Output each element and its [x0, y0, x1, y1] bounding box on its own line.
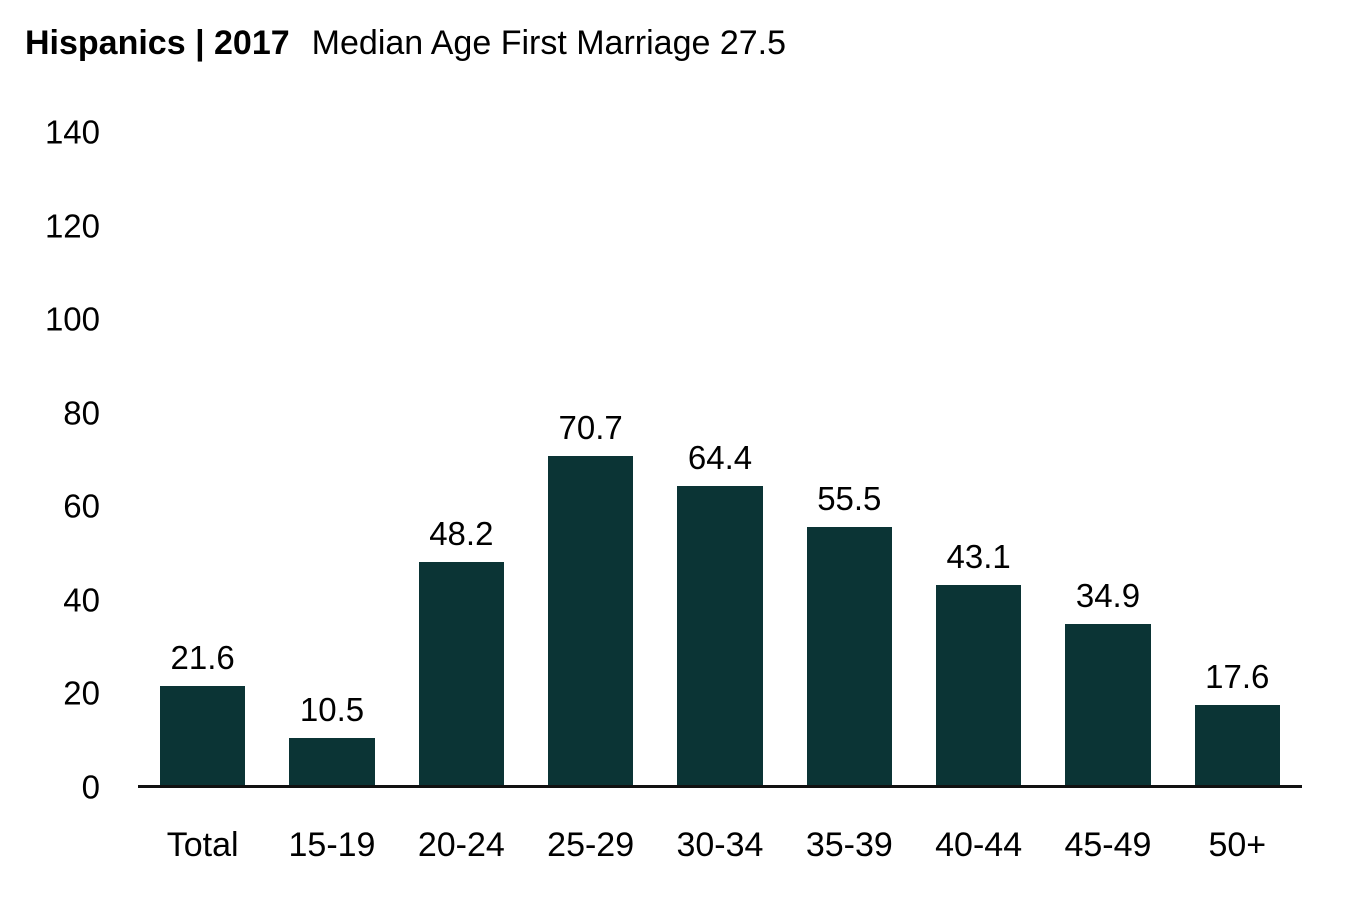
x-tick-label-20-24: 20-24 — [417, 826, 505, 864]
bar-group-35-39: 55.5 — [785, 132, 914, 787]
bar-30-34 — [677, 485, 763, 787]
x-tick-label-25-29: 25-29 — [547, 826, 635, 864]
bar-group-45-49: 34.9 — [1043, 132, 1172, 787]
bar-value-label-15-19: 10.5 — [299, 690, 365, 728]
bar-value-label-30-34: 64.4 — [687, 438, 753, 476]
chart-title-group-year: Hispanics | 2017 — [25, 24, 290, 62]
bar-group-Total: 21.6 — [138, 132, 267, 787]
bar-value-label-40-44: 43.1 — [946, 538, 1011, 576]
y-tick-label-0: 0 — [81, 768, 100, 806]
chart-title: Hispanics | 2017 Median Age First Marriag… — [25, 24, 786, 63]
bar-group-20-24: 48.2 — [397, 132, 526, 787]
x-axis-line — [138, 785, 1302, 788]
bar-group-15-19: 10.5 — [267, 132, 396, 787]
y-tick-label-120: 120 — [44, 207, 100, 245]
y-tick-label-20: 20 — [63, 674, 100, 712]
x-tick-label-Total: Total — [166, 826, 239, 864]
x-tick-label-50+: 50+ — [1208, 826, 1267, 864]
bar-50+ — [1194, 704, 1280, 787]
bar-20-24 — [418, 561, 504, 787]
plot-area: 21.6 10.5 48.2 70.7 64.4 55.5 43.1 34.9 17.6 — [138, 132, 1302, 787]
x-tick-label-35-39: 35-39 — [805, 826, 893, 864]
bar-group-25-29: 70.7 — [526, 132, 655, 787]
y-tick-label-140: 140 — [44, 113, 100, 151]
bar-group-50+: 17.6 — [1173, 132, 1302, 787]
bar-value-label-20-24: 48.2 — [429, 514, 494, 552]
bar-value-label-50+: 17.6 — [1205, 657, 1270, 695]
bar-35-39 — [806, 527, 892, 787]
y-axis: 0 20 40 60 80 100 120 140 — [0, 116, 100, 804]
bar-45-49 — [1065, 623, 1151, 787]
x-tick-label-30-34: 30-34 — [676, 826, 764, 864]
bar-40-44 — [935, 585, 1022, 787]
bar-group-30-34: 64.4 — [655, 132, 784, 787]
x-tick-label-45-49: 45-49 — [1064, 826, 1152, 864]
x-axis-labels: Total 15-19 20-24 25-29 30-34 35-39 40-44 45-49… — [138, 826, 1302, 865]
x-tick-label-15-19: 15-19 — [288, 826, 376, 864]
y-tick-label-80: 80 — [63, 394, 100, 432]
y-tick-label-60: 60 — [63, 487, 100, 525]
bar-value-label-35-39: 55.5 — [817, 480, 882, 518]
bar-value-label-Total: 21.6 — [170, 638, 235, 676]
bar-15-19 — [289, 737, 375, 787]
bar-group-40-44: 43.1 — [914, 132, 1043, 787]
bar-Total — [159, 685, 246, 787]
y-tick-label-40: 40 — [63, 581, 100, 619]
x-tick-label-40-44: 40-44 — [935, 826, 1023, 864]
bar-value-label-25-29: 70.7 — [558, 409, 623, 447]
bar-25-29 — [547, 456, 634, 787]
chart-title-subtitle: Median Age First Marriage 27.5 — [311, 24, 787, 62]
bar-value-label-45-49: 34.9 — [1075, 576, 1141, 614]
y-tick-label-100: 100 — [44, 300, 100, 338]
